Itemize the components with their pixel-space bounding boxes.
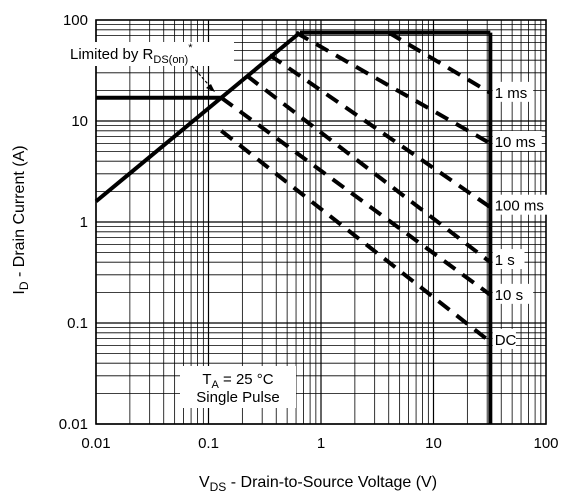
y-tick-labels: 0.01 0.1 1 10 100: [59, 12, 88, 433]
pulse-label-10-s: 10 s: [495, 287, 523, 304]
pulse-line-10-s: [220, 96, 492, 297]
y-tick-label: 0.01: [59, 416, 88, 433]
y-tick-label: 10: [71, 113, 88, 130]
pulse-label-1-s: 1 s: [495, 252, 515, 269]
y-tick-label: 0.1: [67, 315, 88, 332]
pulse-label-bg-1-s: [492, 249, 525, 270]
pulse-label-bg-10-ms: [492, 130, 542, 151]
pulse-label-100-ms: 100 ms: [495, 198, 544, 215]
conditions-note-bg: [180, 366, 296, 408]
pulse-line-1-ms: [387, 30, 492, 95]
pulse-label-dc: DC: [495, 332, 517, 349]
pulse-label-bg-1-ms: [492, 81, 534, 102]
rds-on-limit-line: [94, 31, 302, 203]
pulse-line-1-s: [245, 74, 492, 264]
x-axis-title: VDS - Drain-to-Source Voltage (V): [199, 474, 437, 494]
pulse-label-bg-dc: [492, 328, 516, 349]
x-tick-label: 100: [533, 435, 558, 452]
grid: [95, 20, 546, 425]
pulse-label-1-ms: 1 ms: [495, 85, 528, 102]
pulse-label-10-ms: 10 ms: [495, 134, 536, 151]
rds-on-annotation-text: Limited by RDS(on)*: [70, 42, 193, 66]
plot-frame: [95, 19, 547, 425]
x-tick-label: 0.1: [198, 435, 219, 452]
pulse-line-dc: [220, 129, 492, 344]
x-tick-label: 1: [317, 435, 325, 452]
pulse-duration-lines: [220, 30, 492, 344]
pulse-line-10-ms: [295, 30, 492, 146]
rds-on-limit-annotation: Limited by RDS(on)*: [66, 42, 234, 93]
pulse-label-bg-10-s: [492, 283, 534, 304]
y-tick-label: 1: [80, 214, 88, 231]
pulse-label-bg-100-ms: [492, 194, 551, 215]
pulse-duration-labels: 1 ms 10 ms 100 ms 1 s 10 s DC: [492, 81, 551, 349]
rds-on-annotation-arrowhead: [206, 84, 215, 92]
x-tick-labels: 0.01 0.1 1 10 100: [81, 435, 558, 452]
y-tick-label: 100: [63, 12, 88, 29]
rds-on-annotation-bg: [66, 42, 234, 66]
ambient-temperature-text: TA = 25 °C: [202, 371, 273, 391]
x-tick-label: 10: [425, 435, 442, 452]
single-pulse-text: Single Pulse: [196, 389, 279, 406]
soa-boundary: [94, 30, 493, 424]
test-conditions-note: TA = 25 °C Single Pulse: [180, 366, 296, 408]
x-tick-label: 0.01: [81, 435, 110, 452]
y-axis-title: ID - Drain Current (A): [11, 145, 31, 294]
rds-on-annotation-arrow: [191, 65, 216, 93]
